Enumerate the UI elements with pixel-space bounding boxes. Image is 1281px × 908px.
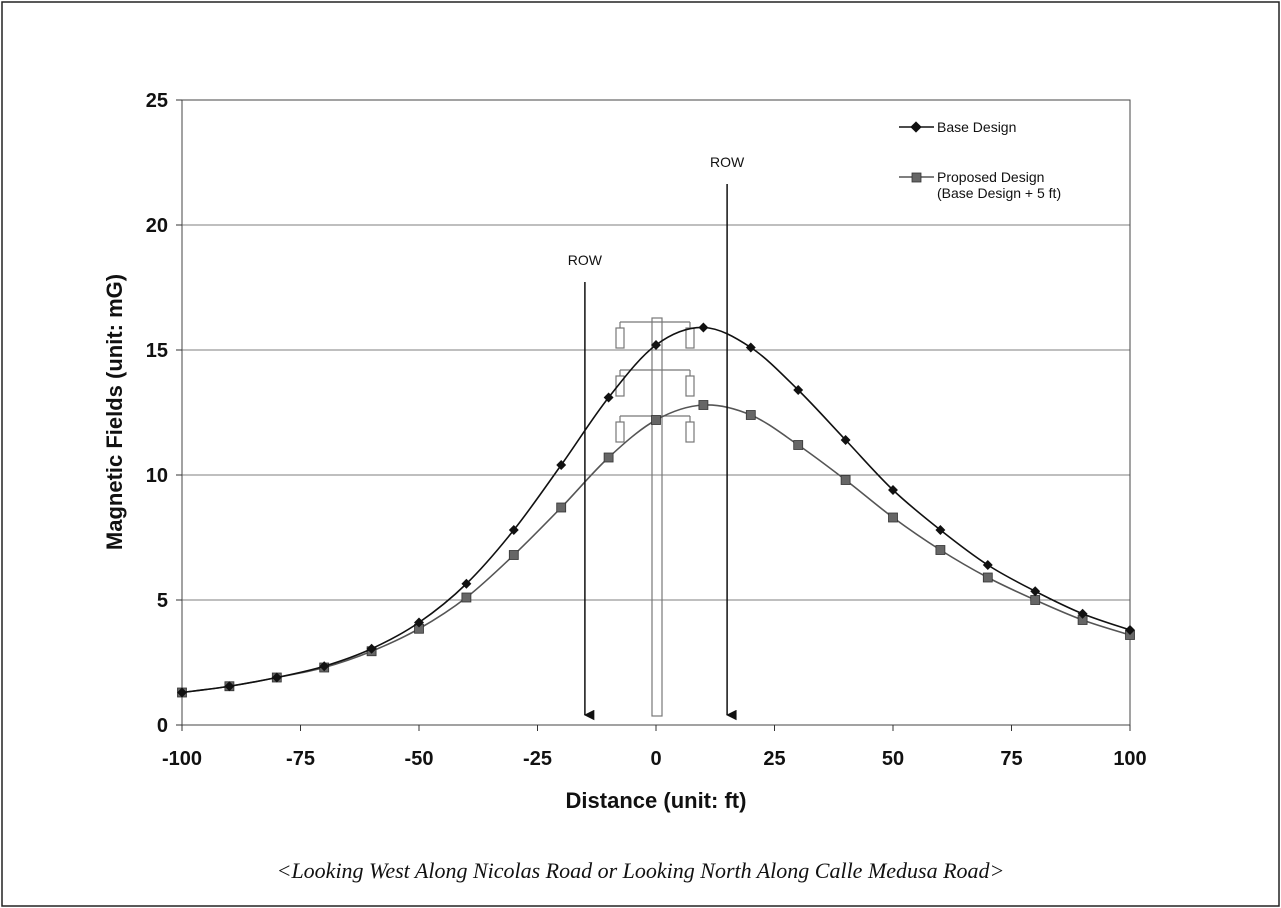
x-tick-label: -75 [286, 748, 315, 770]
x-tick-label: 0 [650, 748, 661, 770]
data-point-base [508, 525, 519, 535]
data-point-base [556, 460, 567, 470]
legend-marker-square [911, 172, 922, 183]
row-annotations: ROW ROW [568, 154, 745, 721]
y-tick-label: 0 [157, 715, 168, 737]
x-tick-label: -100 [162, 748, 202, 770]
data-point-proposed [840, 475, 851, 485]
data-point-base [461, 578, 472, 589]
data-point-proposed [888, 512, 898, 523]
x-tick-label: -25 [523, 748, 552, 770]
data-point-proposed [461, 592, 472, 603]
transmission-pole-icon [615, 317, 695, 717]
data-point-base [793, 385, 804, 395]
data-point-proposed [556, 502, 567, 513]
y-tick-label: 20 [146, 215, 168, 237]
row-label: ROW [568, 252, 603, 268]
data-point-base [1125, 625, 1135, 635]
data-point-base [840, 435, 851, 445]
x-tick-label: -50 [405, 748, 434, 770]
x-tick-label: 25 [763, 748, 785, 770]
legend-marker-diamond [910, 121, 922, 133]
caption: <Looking West Along Nicolas Road or Look… [276, 858, 1005, 883]
y-tick-label: 5 [157, 590, 168, 612]
x-axis-title: Distance (unit: ft) [566, 788, 747, 813]
y-tick-label: 15 [146, 340, 168, 362]
data-point-base [1077, 608, 1088, 619]
data-point-base [698, 322, 709, 333]
legend: Base Design Proposed Design (Base Design… [899, 119, 1061, 201]
legend-label-proposed-sub: (Base Design + 5 ft) [937, 185, 1061, 201]
data-point-proposed [793, 440, 804, 450]
data-point-proposed [651, 415, 661, 425]
data-point-proposed [603, 452, 614, 463]
gridlines [182, 224, 1130, 601]
data-point-proposed [508, 550, 519, 560]
series-line-proposed-design [181, 404, 1131, 694]
data-point-base [982, 560, 993, 570]
data-point-base [935, 525, 946, 535]
data-point-base [1030, 586, 1041, 597]
series-layer [177, 322, 1135, 698]
x-tick-label: 100 [1113, 748, 1146, 770]
data-point-base [177, 687, 187, 698]
data-point-proposed [935, 545, 946, 555]
data-point-proposed [745, 410, 756, 420]
data-point-base [366, 643, 377, 654]
data-point-base [414, 617, 424, 628]
data-point-proposed [982, 572, 993, 583]
y-axis-ticks: 0 5 10 15 20 25 [146, 90, 182, 737]
data-point-base [224, 681, 235, 692]
data-point-base [271, 672, 282, 683]
data-point-proposed [698, 400, 709, 410]
data-point-base [888, 485, 898, 495]
y-tick-label: 10 [146, 465, 168, 487]
x-tick-label: 75 [1000, 748, 1022, 770]
x-axis-ticks: -100 -75 -50 -25 0 25 50 75 100 [162, 725, 1147, 770]
x-tick-label: 50 [882, 748, 904, 770]
y-axis-title: Magnetic Fields (unit: mG) [102, 274, 127, 550]
row-label: ROW [710, 154, 745, 170]
data-point-base [603, 392, 614, 403]
legend-label-base: Base Design [937, 119, 1016, 135]
data-point-base [319, 661, 330, 672]
data-point-base [745, 342, 756, 353]
series-line-base-design [181, 326, 1131, 694]
legend-label-proposed: Proposed Design [937, 169, 1044, 185]
data-point-proposed [1030, 595, 1041, 605]
data-point-base [651, 340, 661, 350]
y-tick-label: 25 [146, 90, 168, 112]
